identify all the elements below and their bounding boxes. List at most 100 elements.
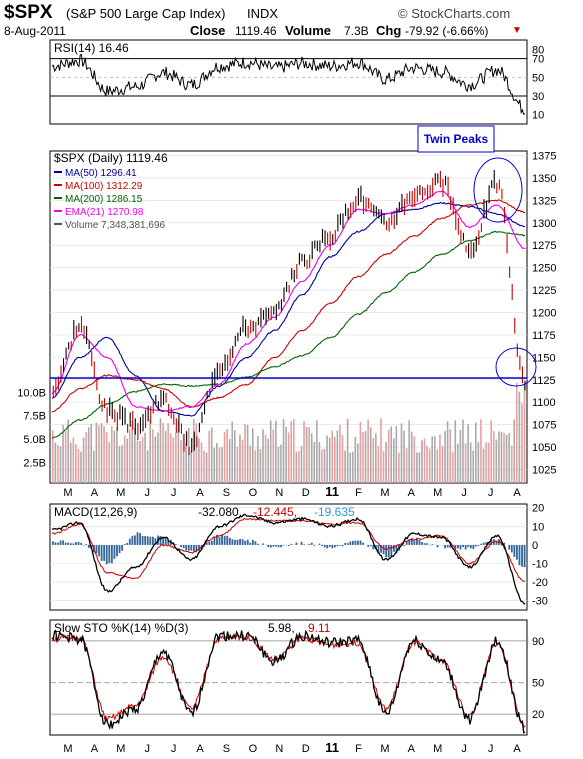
volume-bar bbox=[226, 429, 228, 483]
volume-bar bbox=[433, 436, 436, 483]
volume-bar bbox=[418, 452, 421, 483]
volume-bar bbox=[439, 434, 441, 483]
volume-bar bbox=[144, 432, 146, 483]
macd-histogram-bar bbox=[390, 544, 393, 557]
macd-histogram-bar bbox=[251, 539, 254, 545]
month-label: A bbox=[91, 743, 99, 755]
price-tick-label: 1300 bbox=[532, 218, 556, 230]
macd-histogram-bar bbox=[167, 539, 170, 545]
macd-histogram-bar bbox=[405, 540, 408, 545]
volume-bar bbox=[116, 426, 118, 483]
twin-peaks-circle bbox=[473, 157, 523, 223]
macd-histogram-bar bbox=[444, 544, 447, 549]
macd-histogram-bar bbox=[87, 544, 90, 548]
volume-bar bbox=[139, 441, 141, 483]
volume-bar bbox=[523, 384, 526, 483]
volume-bar bbox=[275, 420, 277, 483]
macd-histogram-bar bbox=[221, 534, 224, 545]
price-tick-label: 1100 bbox=[532, 397, 556, 409]
macd-histogram-bar bbox=[510, 544, 513, 553]
macd-histogram-bar bbox=[128, 538, 131, 545]
volume-bar bbox=[457, 443, 459, 483]
volume-bar bbox=[369, 427, 372, 483]
macd-histogram-bar bbox=[295, 542, 298, 545]
macd-histogram-bar bbox=[357, 540, 359, 545]
macd-histogram-bar bbox=[421, 542, 423, 545]
macd-histogram-bar bbox=[69, 543, 72, 545]
macd-histogram-bar bbox=[326, 544, 329, 549]
volume-bar bbox=[428, 448, 431, 483]
macd-histogram-bar bbox=[480, 543, 482, 545]
volume-bar bbox=[357, 443, 359, 483]
macd-histogram-bar bbox=[275, 544, 277, 547]
month-label: A bbox=[91, 487, 99, 499]
month-label: M bbox=[433, 743, 442, 755]
sto-label: Slow STO %K(14) %D(3) bbox=[54, 621, 188, 635]
volume-tick-label: 10.0B bbox=[17, 387, 46, 399]
volume-bar bbox=[200, 442, 203, 483]
macd-histogram-bar bbox=[410, 538, 413, 545]
macd-histogram-bar bbox=[280, 544, 282, 548]
volume-bar bbox=[377, 446, 380, 483]
volume-bar bbox=[310, 433, 313, 483]
rsi-line bbox=[51, 54, 526, 115]
twin-peaks-box bbox=[417, 125, 495, 153]
volume-bar bbox=[375, 433, 377, 483]
volume-bar bbox=[295, 451, 298, 483]
macd-histogram-bar bbox=[146, 536, 149, 545]
macd-histogram-bar bbox=[490, 539, 493, 545]
volume-bar bbox=[234, 430, 236, 483]
price-tick-label: 1325 bbox=[532, 195, 556, 207]
macd-label: MACD(12,26,9) bbox=[54, 505, 137, 519]
volume-bar bbox=[159, 418, 162, 483]
macd-tick-label: 0 bbox=[532, 540, 538, 552]
volume-bar bbox=[487, 442, 490, 483]
volume-bar bbox=[118, 445, 121, 483]
macd-histogram-bar bbox=[190, 544, 193, 551]
volume-bar bbox=[285, 426, 287, 483]
volume-bar bbox=[500, 431, 503, 483]
exchange-label: INDX bbox=[247, 6, 279, 21]
macd-histogram-bar bbox=[318, 543, 321, 545]
volume-bar bbox=[164, 430, 167, 483]
macd-histogram-bar bbox=[328, 544, 331, 547]
macd-histogram-bar bbox=[203, 544, 206, 547]
volume-bar bbox=[108, 442, 111, 483]
volume-bar bbox=[300, 446, 303, 483]
volume-bar bbox=[287, 432, 290, 483]
macd-histogram-bar bbox=[449, 544, 452, 548]
volume-bar bbox=[123, 435, 126, 483]
macd-histogram-bar bbox=[341, 544, 344, 547]
month-label: J bbox=[171, 487, 177, 499]
volume-bar bbox=[87, 427, 90, 483]
volume-bar bbox=[193, 419, 195, 483]
macd-histogram-bar bbox=[475, 544, 477, 547]
month-label: A bbox=[408, 743, 416, 755]
chg-value: -79.92 (-6.66%) bbox=[405, 24, 489, 38]
volume-bar bbox=[231, 421, 234, 483]
macd-histogram-bar bbox=[290, 543, 293, 545]
macd-histogram-bar bbox=[277, 544, 280, 548]
macd-histogram-bar bbox=[185, 544, 188, 551]
price-tick-label: 1075 bbox=[532, 420, 556, 432]
volume-bar bbox=[213, 447, 216, 483]
volume-bar bbox=[313, 441, 316, 483]
volume-bar bbox=[57, 445, 59, 483]
ma50-line bbox=[51, 201, 526, 417]
macd-histogram-bar bbox=[216, 535, 218, 545]
volume-bar bbox=[267, 438, 269, 483]
macd-histogram-bar bbox=[254, 541, 257, 545]
volume-bar bbox=[395, 426, 398, 483]
macd-histogram-bar bbox=[287, 544, 290, 546]
volume-bar bbox=[398, 452, 400, 483]
volume-bar bbox=[151, 429, 154, 483]
volume-bar bbox=[272, 429, 275, 483]
month-label: M bbox=[433, 487, 442, 499]
support-circle bbox=[495, 347, 537, 387]
volume-bar bbox=[426, 446, 428, 483]
volume-bar bbox=[290, 421, 293, 483]
volume-bar bbox=[405, 448, 408, 483]
macd-histogram-bar bbox=[67, 542, 70, 545]
symbol-title: $SPX bbox=[4, 2, 53, 23]
volume-bar bbox=[359, 421, 362, 483]
